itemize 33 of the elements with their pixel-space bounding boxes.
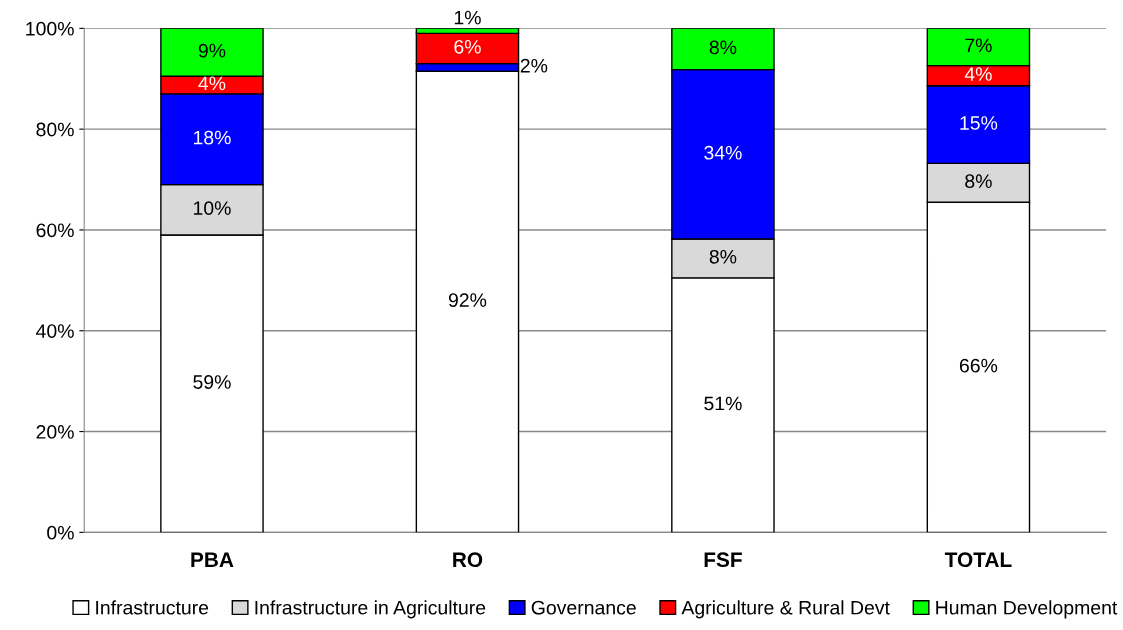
data-label: 59% bbox=[193, 375, 231, 389]
data-label: 15% bbox=[960, 116, 998, 130]
data-label: 6% bbox=[454, 39, 481, 54]
legend-label: Infrastructure in Agriculture bbox=[255, 600, 486, 619]
y-tick-label: 60% bbox=[36, 223, 74, 238]
data-label: 18% bbox=[193, 130, 231, 145]
y-tick-label: 40% bbox=[36, 324, 74, 338]
data-label: 9% bbox=[198, 43, 226, 58]
x-tick-label: TOTAL bbox=[944, 552, 1012, 568]
legend-label: Infrastructure bbox=[96, 600, 209, 615]
data-label: 92% bbox=[448, 293, 487, 307]
legend-label: Governance bbox=[531, 600, 636, 615]
x-tick-label: FSF bbox=[704, 552, 742, 568]
data-label: 1% bbox=[454, 10, 481, 25]
data-label: 4% bbox=[964, 67, 992, 81]
data-label: 2% bbox=[520, 58, 548, 73]
data-label: 51% bbox=[704, 396, 742, 411]
legend-label: Human Development bbox=[936, 600, 1118, 619]
x-tick-label: PBA bbox=[191, 552, 234, 567]
data-label: 4% bbox=[198, 76, 226, 91]
x-tick-label: RO bbox=[453, 552, 483, 568]
data-label: 10% bbox=[193, 201, 231, 216]
data-label: 8% bbox=[709, 40, 737, 55]
data-label: 66% bbox=[959, 358, 998, 373]
data-label: 34% bbox=[704, 145, 742, 160]
legend-label: Agriculture & Rural Devt bbox=[681, 600, 890, 619]
y-tick-label: 100% bbox=[26, 21, 74, 36]
data-label: 8% bbox=[709, 249, 737, 264]
data-label: 7% bbox=[965, 38, 992, 53]
y-tick-label: 20% bbox=[36, 425, 74, 439]
data-label: 8% bbox=[965, 174, 992, 189]
y-tick-label: 0% bbox=[47, 525, 74, 540]
y-tick-label: 80% bbox=[36, 122, 74, 137]
